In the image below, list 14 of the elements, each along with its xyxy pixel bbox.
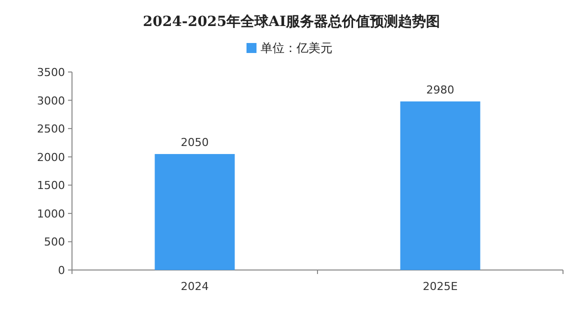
y-tick-label: 1000 [37,207,65,220]
data-label: 2980 [426,83,454,96]
data-label: 2050 [180,136,209,150]
y-tick-label: 3000 [37,94,65,108]
legend-label: 单位：亿美元 [260,41,332,55]
y-tick-label: 3500 [37,66,65,79]
y-tick-label: 500 [44,236,65,249]
y-tick-label: 2500 [37,122,65,136]
x-tick-label: 2025E [422,280,458,293]
y-tick-label: 2000 [37,150,65,164]
y-tick-label: 1500 [37,179,65,192]
chart-title: 2024-2025年全球AI服务器总价值预测趋势图 [142,14,440,30]
y-tick-label: 0 [58,264,65,277]
x-tick-label: 2024 [180,280,209,293]
